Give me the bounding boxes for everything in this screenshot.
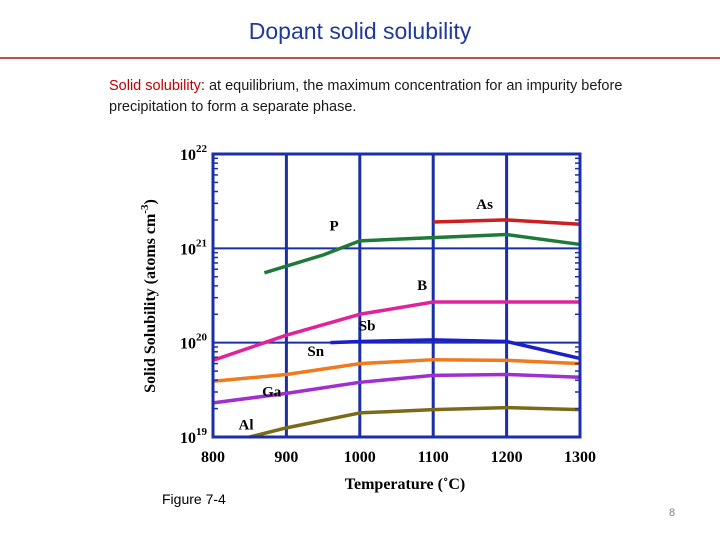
x-tick-label: 1000 bbox=[344, 449, 376, 466]
series-label-ga: Ga bbox=[262, 384, 282, 400]
series-label-b: B bbox=[417, 278, 427, 294]
series-line-ga bbox=[212, 372, 581, 405]
y-tick-label: 1022 bbox=[180, 143, 208, 164]
y-tick-label: 1020 bbox=[180, 332, 208, 353]
series-label-as: As bbox=[476, 197, 493, 213]
plot-frame bbox=[211, 152, 582, 439]
series-line-b bbox=[212, 300, 580, 362]
series-line-al bbox=[249, 405, 581, 439]
chart-frame bbox=[211, 152, 582, 439]
y-tick-label: 1021 bbox=[180, 237, 207, 258]
series-label-p: P bbox=[330, 218, 339, 234]
y-tick-label: 1019 bbox=[180, 426, 208, 447]
x-tick-label: 1300 bbox=[564, 449, 596, 466]
chart-series bbox=[212, 218, 581, 439]
definition-term: Solid solubility bbox=[109, 78, 201, 94]
figure-caption: Figure 7-4 bbox=[162, 491, 226, 507]
series-line-sn bbox=[212, 357, 581, 383]
definition-paragraph: Solid solubility: at equilibrium, the ma… bbox=[109, 76, 689, 118]
y-axis-title: Solid Solubility (atoms cm-3) bbox=[139, 199, 159, 393]
x-tick-label: 900 bbox=[274, 449, 298, 466]
x-axis-title: Temperature (˚C) bbox=[345, 476, 465, 493]
x-tick-label: 1200 bbox=[491, 449, 523, 466]
chart-labels: 800 900 1000 1100 1200 1300 1019 1020 1021 1022 As… bbox=[180, 143, 596, 466]
series-label-sn: Sn bbox=[307, 344, 324, 360]
x-tick-label: 800 bbox=[201, 449, 225, 466]
series-label-sb: Sb bbox=[359, 318, 376, 334]
series-label-al: Al bbox=[239, 418, 254, 434]
x-tick-label: 1100 bbox=[418, 449, 449, 466]
slide-title: Dopant solid solubility bbox=[248, 18, 472, 44]
title-divider bbox=[0, 57, 720, 59]
definition-text: : at equilibrium, the maximum concentrat… bbox=[109, 78, 623, 115]
page-number: 8 bbox=[669, 507, 676, 519]
series-line-p bbox=[263, 232, 581, 275]
